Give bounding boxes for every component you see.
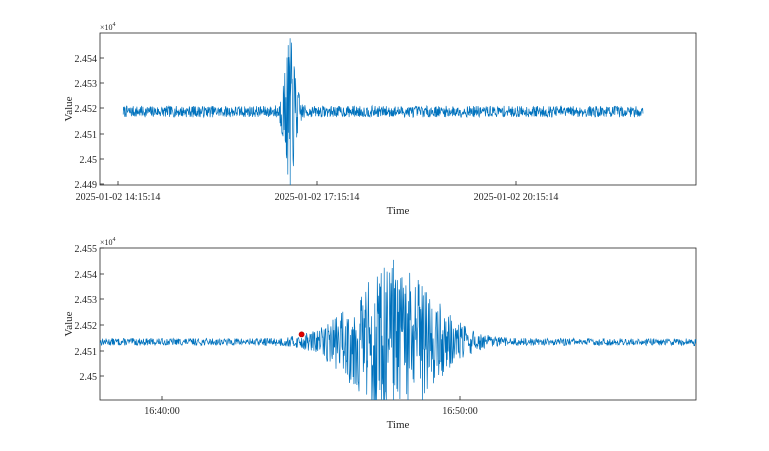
top-y-tick-label: 2.45 <box>80 155 98 166</box>
bottom-y-exponent: ×104 <box>100 237 116 247</box>
top-x-ticks: 2025-01-02 14:15:14 2025-01-02 17:15:14 … <box>76 181 559 203</box>
top-y-exponent-power: 4 <box>113 22 116 28</box>
bottom-y-tick-label: 2.45 <box>80 372 98 383</box>
bottom-y-tick-label: 2.455 <box>75 244 98 255</box>
top-y-tick-label: 2.454 <box>75 54 98 65</box>
top-chart-panel: 2025-01-02 14:15:14 2025-01-02 17:15:14 … <box>63 22 697 217</box>
top-series-line <box>122 38 644 186</box>
top-y-tick-label: 2.451 <box>75 130 98 141</box>
bottom-y-exponent-power: 4 <box>113 237 116 243</box>
top-x-axis-label: Time <box>387 205 410 217</box>
bottom-y-tick-label: 2.454 <box>75 270 98 281</box>
top-y-axis-label: Value <box>63 96 75 121</box>
bottom-y-tick-label: 2.452 <box>75 321 98 332</box>
top-y-tick-label: 2.453 <box>75 79 98 90</box>
bottom-x-tick-label: 16:40:00 <box>144 406 180 417</box>
bottom-chart-panel: 16:40:00 16:50:00 2.45 2.451 2.452 2.453… <box>63 237 697 431</box>
bottom-x-ticks: 16:40:00 16:50:00 <box>144 396 478 417</box>
bottom-y-axis-label: Value <box>63 311 75 336</box>
top-y-exponent-base: ×10 <box>100 23 113 32</box>
event-marker-point <box>298 331 305 338</box>
top-x-tick-label: 2025-01-02 14:15:14 <box>76 192 161 203</box>
top-x-tick-label: 2025-01-02 17:15:14 <box>275 192 360 203</box>
bottom-y-exponent-base: ×10 <box>100 238 113 247</box>
bottom-y-tick-label: 2.453 <box>75 295 98 306</box>
bottom-series-line <box>99 259 697 401</box>
bottom-x-axis-label: Time <box>387 419 410 431</box>
top-y-exponent: ×104 <box>100 22 116 32</box>
bottom-y-tick-label: 2.451 <box>75 347 98 358</box>
bottom-x-tick-label: 16:50:00 <box>442 406 478 417</box>
top-x-tick-label: 2025-01-02 20:15:14 <box>474 192 559 203</box>
top-y-tick-label: 2.452 <box>75 104 98 115</box>
bottom-y-ticks: 2.45 2.451 2.452 2.453 2.454 2.455 <box>75 244 104 383</box>
top-y-tick-label: 2.449 <box>75 180 98 191</box>
top-y-ticks: 2.449 2.45 2.451 2.452 2.453 2.454 <box>75 54 104 191</box>
